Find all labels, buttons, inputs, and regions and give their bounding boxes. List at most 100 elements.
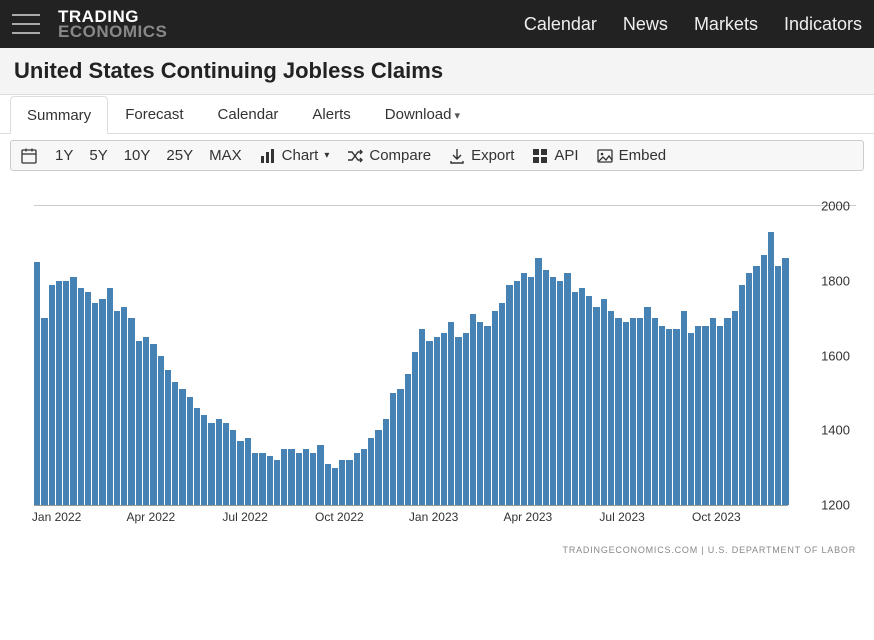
bar[interactable] <box>121 307 127 505</box>
bar[interactable] <box>535 258 541 505</box>
bar[interactable] <box>506 285 512 506</box>
bar[interactable] <box>296 453 302 505</box>
bar[interactable] <box>317 445 323 505</box>
bar[interactable] <box>746 273 752 505</box>
bar[interactable] <box>274 460 280 505</box>
bar[interactable] <box>630 318 636 505</box>
bar[interactable] <box>586 296 592 505</box>
bar[interactable] <box>484 326 490 505</box>
bar[interactable] <box>637 318 643 505</box>
bar[interactable] <box>114 311 120 505</box>
bar[interactable] <box>375 430 381 505</box>
bar[interactable] <box>615 318 621 505</box>
bar[interactable] <box>252 453 258 505</box>
bar[interactable] <box>99 299 105 505</box>
bar[interactable] <box>34 262 40 505</box>
bar[interactable] <box>179 389 185 505</box>
bar[interactable] <box>702 326 708 505</box>
bar[interactable] <box>128 318 134 505</box>
tab-download[interactable]: Download <box>368 95 477 133</box>
range-25y[interactable]: 25Y <box>166 147 193 164</box>
menu-icon[interactable] <box>12 14 40 34</box>
bar[interactable] <box>201 415 207 505</box>
bar[interactable] <box>143 337 149 505</box>
bar[interactable] <box>681 311 687 505</box>
bar[interactable] <box>593 307 599 505</box>
nav-calendar[interactable]: Calendar <box>524 14 597 35</box>
bar[interactable] <box>354 453 360 505</box>
bar[interactable] <box>717 326 723 505</box>
bar[interactable] <box>267 456 273 505</box>
bar[interactable] <box>172 382 178 505</box>
nav-markets[interactable]: Markets <box>694 14 758 35</box>
bar[interactable] <box>150 344 156 505</box>
bar[interactable] <box>543 270 549 505</box>
bar[interactable] <box>325 464 331 505</box>
bar[interactable] <box>666 329 672 505</box>
bar[interactable] <box>775 266 781 505</box>
bar[interactable] <box>397 389 403 505</box>
date-picker-button[interactable] <box>21 148 37 164</box>
site-logo[interactable]: TRADING ECONOMICS <box>58 8 167 40</box>
bar[interactable] <box>383 419 389 505</box>
bar[interactable] <box>623 322 629 505</box>
bar[interactable] <box>223 423 229 505</box>
bar[interactable] <box>448 322 454 505</box>
bar[interactable] <box>434 337 440 505</box>
bar[interactable] <box>710 318 716 505</box>
bar[interactable] <box>390 393 396 505</box>
bar[interactable] <box>368 438 374 505</box>
bar[interactable] <box>695 326 701 505</box>
bar[interactable] <box>528 277 534 505</box>
api-button[interactable]: API <box>532 147 578 164</box>
bar[interactable] <box>346 460 352 505</box>
bar[interactable] <box>339 460 345 505</box>
bar[interactable] <box>237 441 243 505</box>
bar[interactable] <box>49 285 55 506</box>
bar[interactable] <box>499 303 505 505</box>
bar[interactable] <box>550 277 556 505</box>
bar[interactable] <box>557 281 563 505</box>
bar[interactable] <box>310 453 316 505</box>
bar[interactable] <box>208 423 214 505</box>
bar[interactable] <box>419 329 425 505</box>
bar[interactable] <box>761 255 767 505</box>
bar[interactable] <box>216 419 222 505</box>
compare-button[interactable]: Compare <box>347 147 431 164</box>
bar[interactable] <box>70 277 76 505</box>
bar[interactable] <box>463 333 469 505</box>
bar[interactable] <box>405 374 411 505</box>
bar[interactable] <box>63 281 69 505</box>
bar[interactable] <box>332 468 338 505</box>
range-5y[interactable]: 5Y <box>89 147 107 164</box>
export-button[interactable]: Export <box>449 147 514 164</box>
bar[interactable] <box>572 292 578 505</box>
bar[interactable] <box>732 311 738 505</box>
bar[interactable] <box>644 307 650 505</box>
bar[interactable] <box>412 352 418 505</box>
bar[interactable] <box>85 292 91 505</box>
bar[interactable] <box>492 311 498 505</box>
bar[interactable] <box>477 322 483 505</box>
bar[interactable] <box>194 408 200 505</box>
bar[interactable] <box>281 449 287 505</box>
bar[interactable] <box>659 326 665 505</box>
embed-button[interactable]: Embed <box>597 147 667 164</box>
tab-alerts[interactable]: Alerts <box>295 95 367 133</box>
tab-calendar[interactable]: Calendar <box>201 95 296 133</box>
bar[interactable] <box>652 318 658 505</box>
bar[interactable] <box>165 370 171 505</box>
tab-forecast[interactable]: Forecast <box>108 95 200 133</box>
chart-type-button[interactable]: Chart ▾ <box>260 147 330 164</box>
bar[interactable] <box>361 449 367 505</box>
bar[interactable] <box>187 397 193 505</box>
bar[interactable] <box>136 341 142 505</box>
bar[interactable] <box>579 288 585 505</box>
bar[interactable] <box>230 430 236 505</box>
nav-indicators[interactable]: Indicators <box>784 14 862 35</box>
bar[interactable] <box>245 438 251 505</box>
nav-news[interactable]: News <box>623 14 668 35</box>
bar[interactable] <box>768 232 774 505</box>
bar[interactable] <box>739 285 745 506</box>
bar[interactable] <box>753 266 759 505</box>
